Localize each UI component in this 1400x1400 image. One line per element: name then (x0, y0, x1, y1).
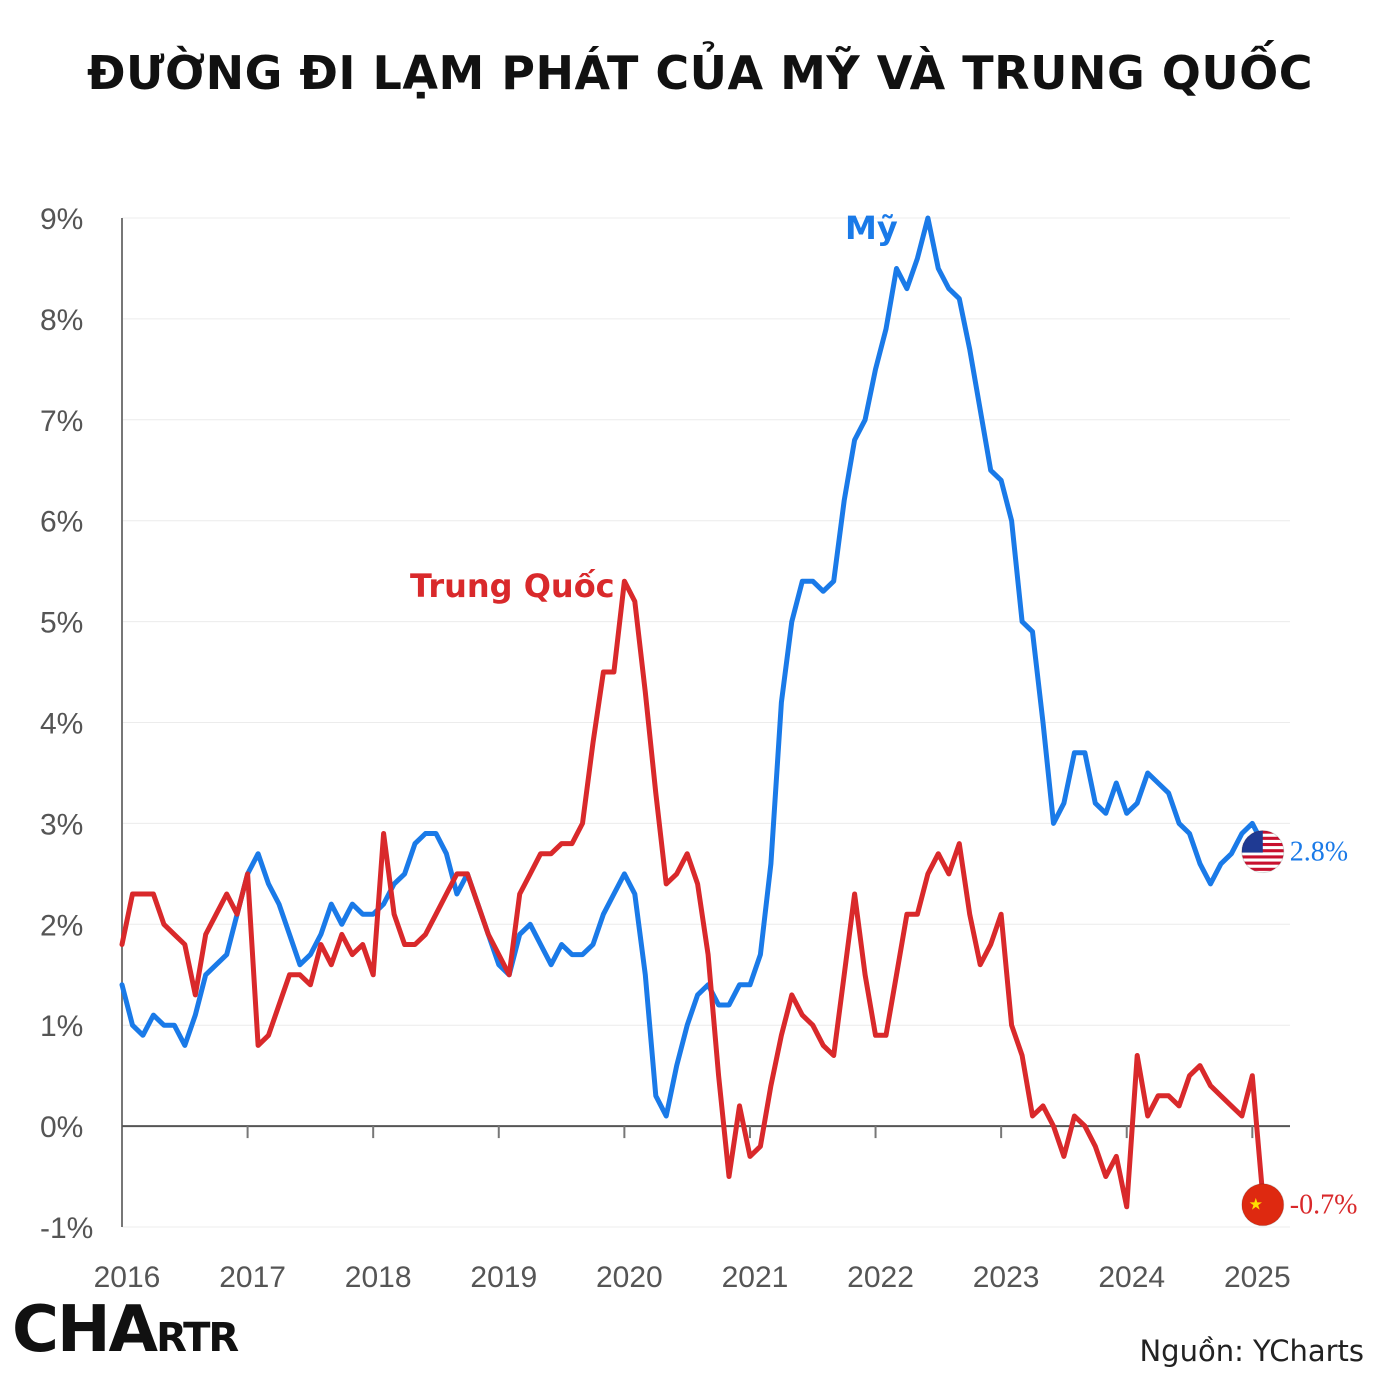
svg-text:★: ★ (1249, 1195, 1263, 1214)
x-tick-label: 2018 (345, 1261, 412, 1294)
axes: 9% 8% 7% 6% 5% 4% 3% 2% 1% 0% -1%2016 2017 2018 2019 2… (40, 203, 1291, 1294)
y-tick-label: 3% (40, 808, 83, 841)
x-tick-label: 2019 (470, 1261, 537, 1294)
x-tick-label: 2025 (1224, 1261, 1291, 1294)
x-tick-label: 2017 (219, 1261, 286, 1294)
chartr-logo: CHARTR (12, 1293, 239, 1367)
end-value-label: 2.8% (1290, 837, 1348, 868)
us-flag-icon (1241, 830, 1285, 874)
x-tick-label: 2022 (847, 1261, 914, 1294)
x-tick-label: 2020 (596, 1261, 663, 1294)
series-lines (119, 215, 1266, 1210)
y-tick-label: 4% (40, 708, 83, 741)
chart-title: ĐƯỜNG ĐI LẠM PHÁT CỦA MỸ VÀ TRUNG QUỐC (86, 46, 1314, 100)
series-name-label: Trung Quốc (410, 567, 615, 605)
y-tick-label: 8% (40, 304, 83, 337)
x-tick-label: 2024 (1098, 1261, 1165, 1294)
y-tick-label: 5% (40, 607, 83, 640)
y-tick-label: 0% (40, 1111, 83, 1144)
source-note: Nguồn: YCharts (1139, 1334, 1364, 1368)
y-tick-label: 6% (40, 506, 83, 539)
series-line-0 (119, 215, 1266, 1119)
x-tick-label: 2023 (973, 1261, 1040, 1294)
y-tick-label: 1% (40, 1010, 83, 1043)
x-tick-label: 2016 (94, 1261, 161, 1294)
series-name-label: Mỹ (845, 209, 898, 247)
x-tick-label: 2021 (722, 1261, 789, 1294)
y-tick-label: -1% (40, 1212, 93, 1245)
gridlines (122, 217, 1290, 1228)
y-tick-label: 2% (40, 909, 83, 942)
end-value-label: -0.7% (1290, 1190, 1358, 1221)
y-tick-label: 9% (40, 203, 83, 236)
y-tick-label: 7% (40, 405, 83, 438)
china-flag-icon: ★ (1241, 1183, 1285, 1227)
series-labels: 2.8% ★ -0.7% Mỹ Trung Quốc (410, 209, 1358, 1227)
series-line-1 (119, 578, 1266, 1210)
